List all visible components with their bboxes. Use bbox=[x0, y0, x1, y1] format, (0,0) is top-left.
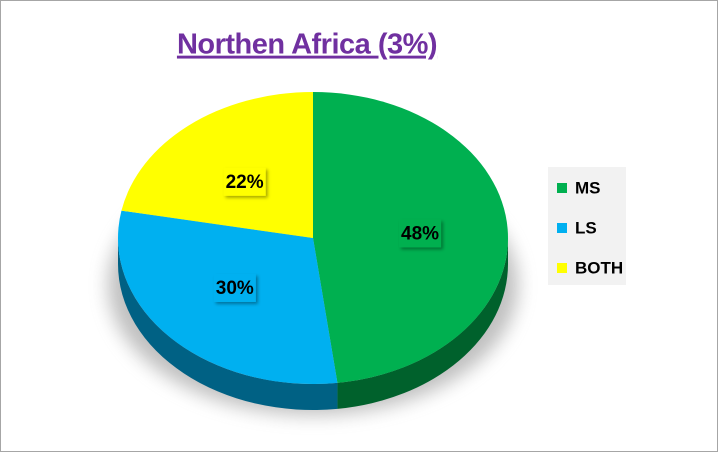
legend-marker bbox=[557, 183, 567, 193]
data-label-box bbox=[223, 167, 266, 196]
data-label: 22% bbox=[226, 172, 264, 193]
legend-label: MS bbox=[575, 178, 601, 197]
data-label-box bbox=[399, 219, 442, 248]
chart-title: Northen Africa (3%) bbox=[177, 29, 437, 61]
legend-marker bbox=[557, 263, 567, 273]
data-label: 30% bbox=[216, 278, 254, 299]
pie-slice-side bbox=[337, 238, 509, 409]
legend-label: LS bbox=[575, 218, 597, 237]
data-label-box bbox=[213, 273, 256, 302]
legend-label: BOTH bbox=[575, 258, 623, 277]
data-label: 48% bbox=[401, 223, 439, 244]
pie-slice-side bbox=[118, 238, 338, 411]
legend-marker bbox=[557, 223, 567, 233]
pie-slice bbox=[121, 92, 314, 238]
